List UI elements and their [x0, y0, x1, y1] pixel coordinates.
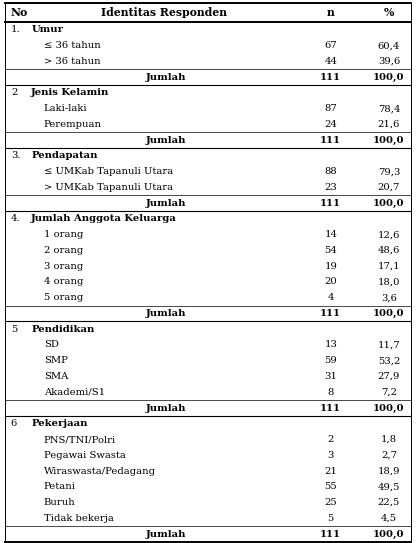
Text: 22,5: 22,5: [378, 498, 400, 507]
Text: > 36 tahun: > 36 tahun: [44, 57, 100, 66]
Text: 5 orang: 5 orang: [44, 293, 83, 302]
Text: 4.: 4.: [11, 214, 20, 224]
Text: 23: 23: [324, 183, 337, 192]
Text: > UMKab Tapanuli Utara: > UMKab Tapanuli Utara: [44, 183, 173, 192]
Text: 111: 111: [320, 136, 341, 144]
Text: 11,7: 11,7: [378, 340, 400, 350]
Text: 2: 2: [11, 89, 17, 97]
Text: 1 orang: 1 orang: [44, 230, 83, 239]
Text: 4,5: 4,5: [381, 514, 397, 523]
Text: Jumlah: Jumlah: [146, 136, 187, 144]
Text: 53,2: 53,2: [378, 356, 400, 365]
Text: Pendidikan: Pendidikan: [31, 325, 94, 334]
Text: 78,4: 78,4: [378, 104, 400, 113]
Text: 54: 54: [324, 246, 337, 255]
Text: 2 orang: 2 orang: [44, 246, 83, 255]
Text: Jumlah: Jumlah: [146, 199, 187, 208]
Text: 2: 2: [327, 435, 334, 444]
Text: Wiraswasta/Pedagang: Wiraswasta/Pedagang: [44, 466, 156, 476]
Text: 3 orang: 3 orang: [44, 262, 83, 271]
Text: Jumlah: Jumlah: [146, 529, 187, 539]
Text: 59: 59: [324, 356, 337, 365]
Text: ≤ 36 tahun: ≤ 36 tahun: [44, 41, 100, 50]
Text: 20: 20: [324, 277, 337, 287]
Text: 55: 55: [324, 482, 337, 491]
Text: 100,0: 100,0: [373, 403, 405, 413]
Text: 48,6: 48,6: [378, 246, 400, 255]
Text: Akademi/S1: Akademi/S1: [44, 388, 105, 397]
Text: Buruh: Buruh: [44, 498, 75, 507]
Text: 111: 111: [320, 199, 341, 208]
Text: 12,6: 12,6: [378, 230, 400, 239]
Text: SD: SD: [44, 340, 59, 350]
Text: 5: 5: [327, 514, 334, 523]
Text: 21,6: 21,6: [378, 120, 400, 129]
Text: Jenis Kelamin: Jenis Kelamin: [31, 89, 109, 97]
Text: 1.: 1.: [11, 26, 20, 34]
Text: 88: 88: [324, 167, 337, 176]
Text: 25: 25: [324, 498, 337, 507]
Text: 100,0: 100,0: [373, 309, 405, 318]
Text: 60,4: 60,4: [378, 41, 400, 50]
Text: 79,3: 79,3: [378, 167, 400, 176]
Text: 44: 44: [324, 57, 337, 66]
Text: 100,0: 100,0: [373, 529, 405, 539]
Text: PNS/TNI/Polri: PNS/TNI/Polri: [44, 435, 116, 444]
Text: 111: 111: [320, 529, 341, 539]
Text: 4 orang: 4 orang: [44, 277, 83, 287]
Text: Jumlah Anggota Keluarga: Jumlah Anggota Keluarga: [31, 214, 177, 224]
Text: 5: 5: [11, 325, 17, 334]
Text: 3,6: 3,6: [381, 293, 397, 302]
Text: 31: 31: [324, 372, 337, 381]
Text: 2,7: 2,7: [381, 451, 397, 460]
Text: 49,5: 49,5: [378, 482, 400, 491]
Text: 18,0: 18,0: [378, 277, 400, 287]
Text: Tidak bekerja: Tidak bekerja: [44, 514, 114, 523]
Text: 111: 111: [320, 403, 341, 413]
Text: 8: 8: [327, 388, 334, 397]
Text: Perempuan: Perempuan: [44, 120, 102, 129]
Text: 19: 19: [324, 262, 337, 271]
Text: 4: 4: [327, 293, 334, 302]
Text: SMA: SMA: [44, 372, 68, 381]
Text: 1,8: 1,8: [381, 435, 397, 444]
Text: 27,9: 27,9: [378, 372, 400, 381]
Text: Jumlah: Jumlah: [146, 73, 187, 81]
Text: Pegawai Swasta: Pegawai Swasta: [44, 451, 126, 460]
Text: Pekerjaan: Pekerjaan: [31, 419, 88, 428]
Text: 87: 87: [324, 104, 337, 113]
Text: 13: 13: [324, 340, 337, 350]
Text: 111: 111: [320, 73, 341, 81]
Text: SMP: SMP: [44, 356, 67, 365]
Text: %: %: [384, 7, 394, 18]
Text: Laki-laki: Laki-laki: [44, 104, 87, 113]
Text: 100,0: 100,0: [373, 73, 405, 81]
Text: n: n: [327, 7, 334, 18]
Text: Jumlah: Jumlah: [146, 309, 187, 318]
Text: ≤ UMKab Tapanuli Utara: ≤ UMKab Tapanuli Utara: [44, 167, 173, 176]
Text: 3.: 3.: [11, 151, 20, 161]
Text: 67: 67: [324, 41, 337, 50]
Text: 14: 14: [324, 230, 337, 239]
Text: 18,9: 18,9: [378, 466, 400, 476]
Text: Pendapatan: Pendapatan: [31, 151, 98, 161]
Text: 39,6: 39,6: [378, 57, 400, 66]
Text: 100,0: 100,0: [373, 199, 405, 208]
Text: Jumlah: Jumlah: [146, 403, 187, 413]
Text: 20,7: 20,7: [378, 183, 400, 192]
Text: 7,2: 7,2: [381, 388, 397, 397]
Text: 6: 6: [11, 419, 17, 428]
Text: 111: 111: [320, 309, 341, 318]
Text: Petani: Petani: [44, 482, 76, 491]
Text: Umur: Umur: [31, 26, 63, 34]
Text: 100,0: 100,0: [373, 136, 405, 145]
Text: 21: 21: [324, 466, 337, 476]
Text: 3: 3: [327, 451, 334, 460]
Text: Identitas Responden: Identitas Responden: [102, 7, 227, 18]
Text: 24: 24: [324, 120, 337, 129]
Text: 17,1: 17,1: [378, 262, 400, 271]
Text: No: No: [11, 7, 28, 18]
